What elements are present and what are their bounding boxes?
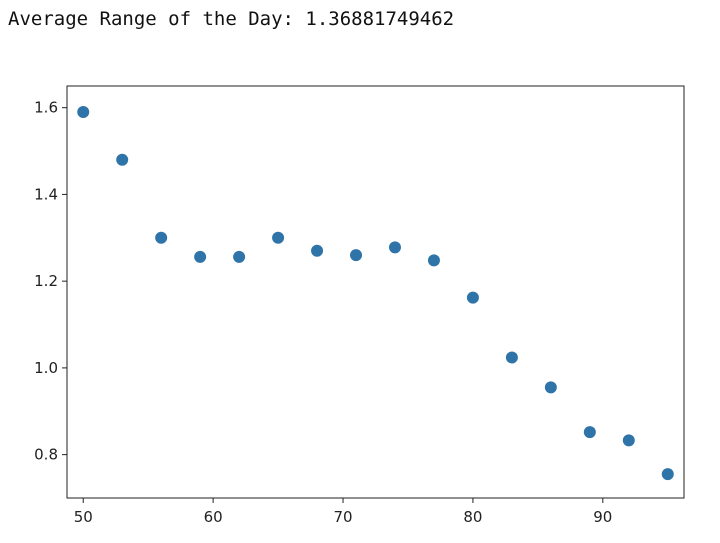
data-point bbox=[388, 241, 401, 254]
data-point bbox=[116, 153, 129, 166]
data-point bbox=[622, 434, 635, 447]
data-point bbox=[505, 351, 518, 364]
data-point bbox=[233, 250, 246, 263]
x-tick-label: 50 bbox=[74, 508, 93, 526]
plot-frame bbox=[66, 85, 685, 499]
y-tick-label: 1.0 bbox=[34, 359, 58, 377]
x-tick-label: 80 bbox=[463, 508, 482, 526]
data-point bbox=[311, 244, 324, 257]
data-point bbox=[194, 250, 207, 263]
data-point bbox=[466, 291, 479, 304]
data-points bbox=[77, 106, 674, 481]
y-tick-label: 1.2 bbox=[34, 272, 58, 290]
x-tick-label: 60 bbox=[204, 508, 223, 526]
data-point bbox=[583, 426, 596, 439]
x-axis: 50 60 70 80 90 bbox=[74, 498, 612, 526]
data-point bbox=[427, 254, 440, 267]
data-point bbox=[350, 249, 363, 262]
data-point bbox=[272, 231, 285, 244]
output-text: Average Range of the Day: 1.36881749462 bbox=[8, 8, 455, 30]
x-tick-label: 90 bbox=[593, 508, 612, 526]
y-tick-label: 0.8 bbox=[34, 446, 58, 464]
y-tick-label: 1.4 bbox=[34, 185, 58, 203]
y-tick-label: 1.6 bbox=[34, 99, 58, 117]
data-point bbox=[544, 381, 557, 394]
data-point bbox=[77, 106, 90, 119]
data-point bbox=[155, 231, 168, 244]
data-point bbox=[661, 468, 674, 481]
y-axis: 0.8 1.0 1.2 1.4 1.6 bbox=[34, 99, 67, 464]
x-tick-label: 70 bbox=[333, 508, 352, 526]
